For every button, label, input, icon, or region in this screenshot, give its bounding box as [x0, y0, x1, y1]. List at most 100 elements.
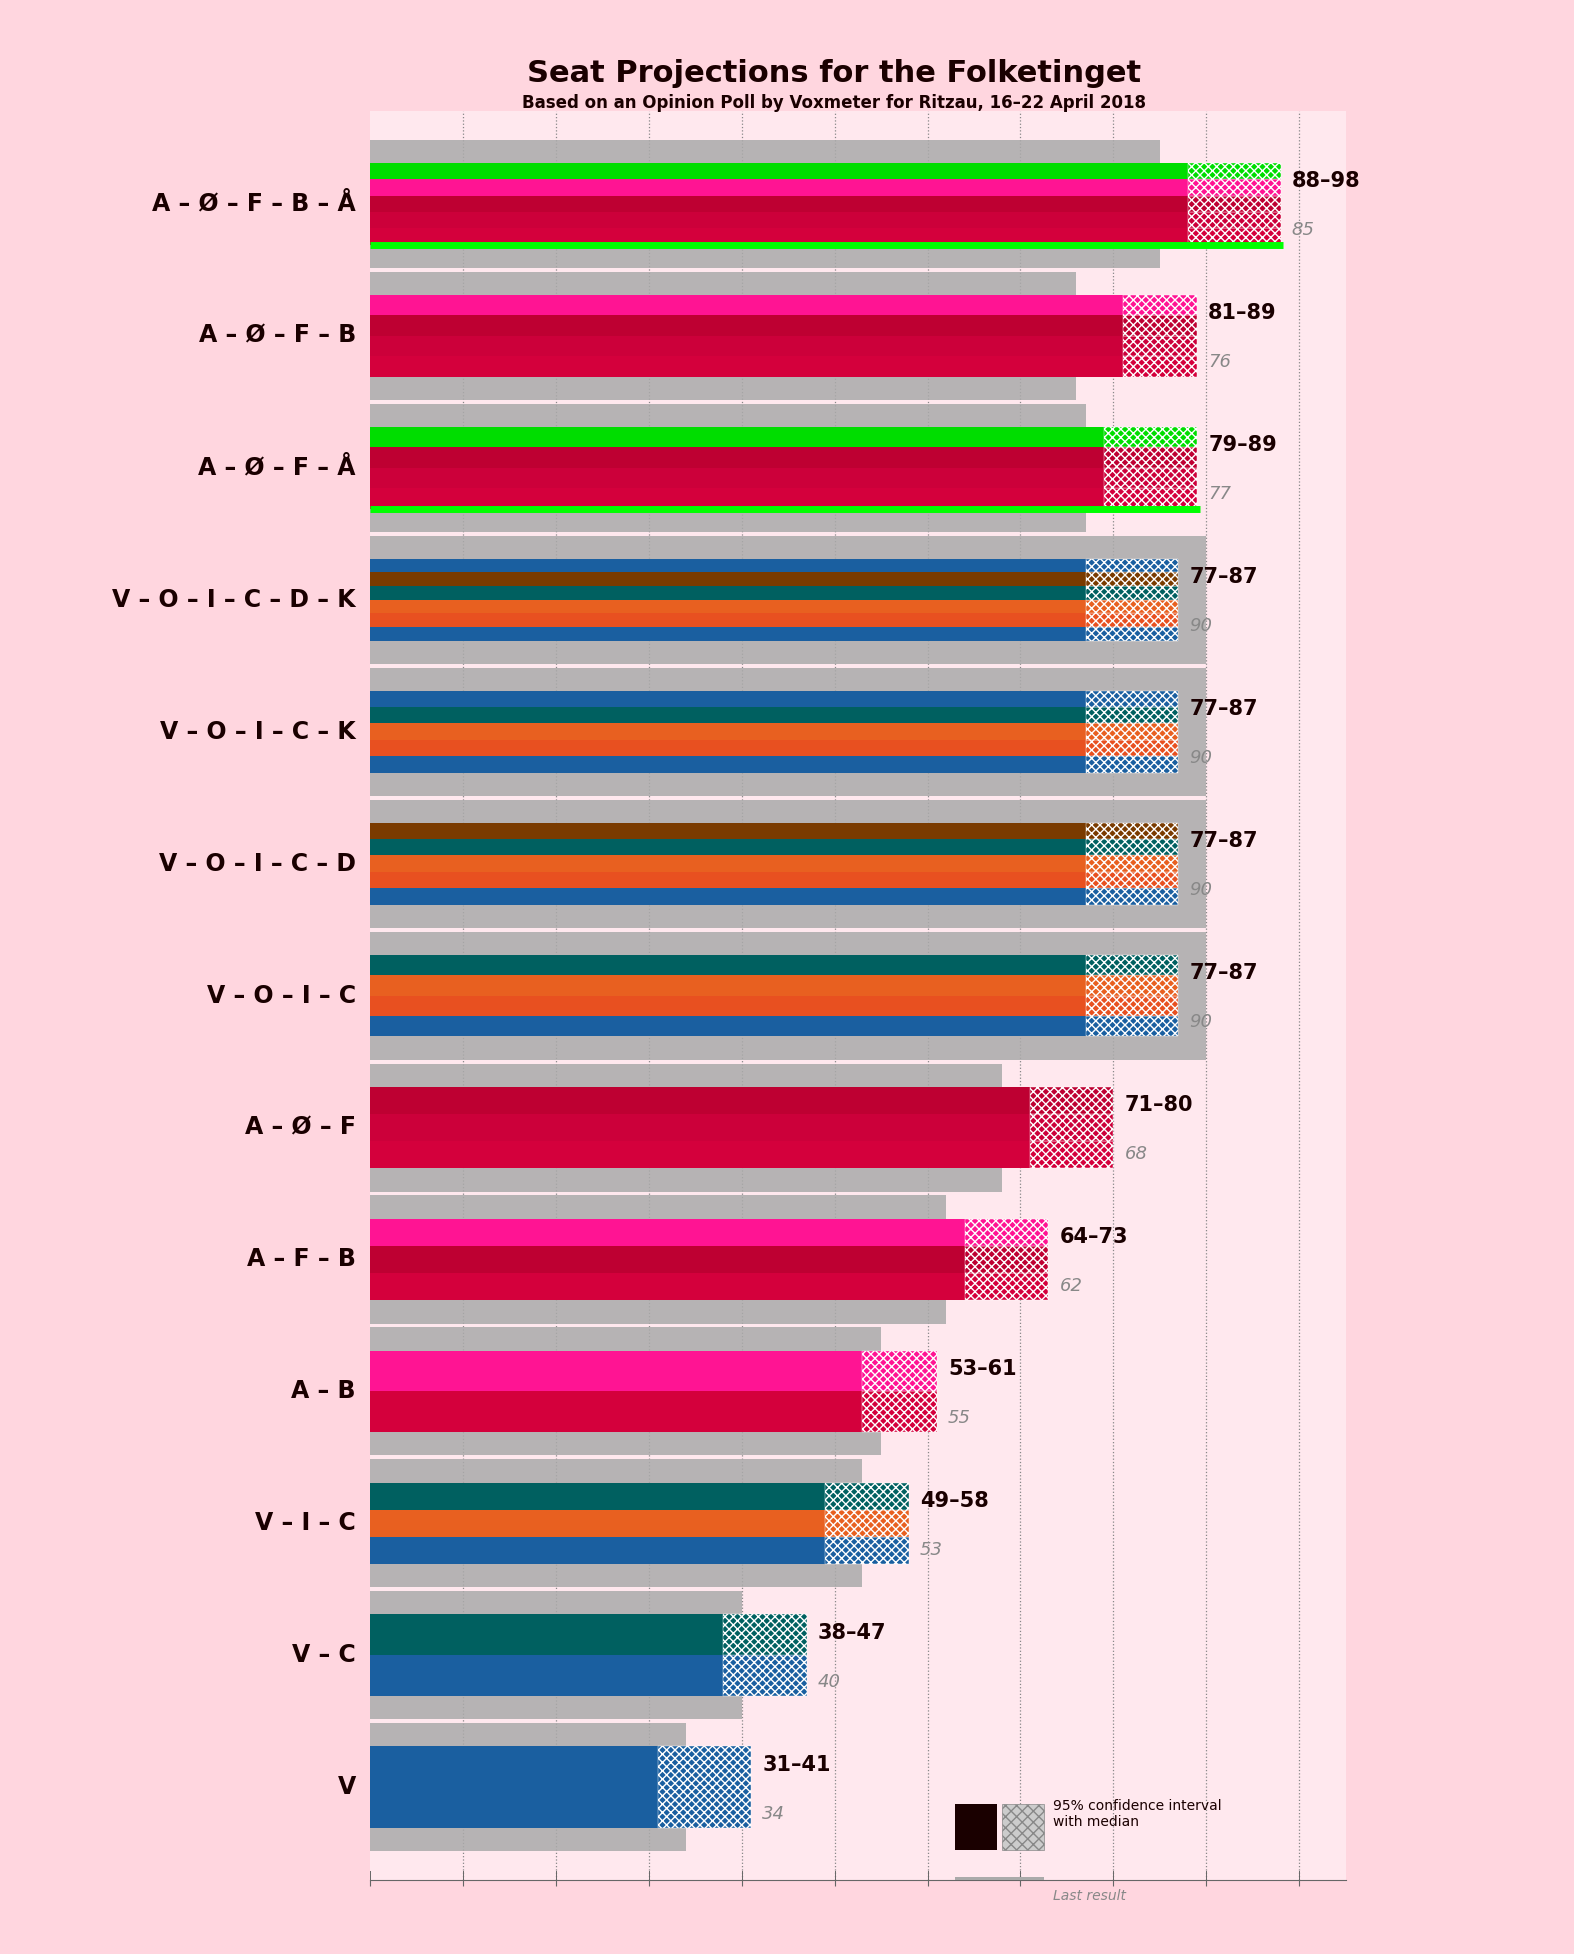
Text: 77–87: 77–87: [1190, 700, 1258, 719]
Bar: [955, 1878, 1044, 1909]
Bar: [370, 295, 1122, 315]
Text: 79–89: 79–89: [1209, 436, 1277, 455]
Bar: [1086, 614, 1179, 627]
Text: 90: 90: [1190, 617, 1212, 635]
Bar: [370, 1016, 1086, 1036]
Bar: [370, 229, 1188, 244]
Text: A – Ø – F – B: A – Ø – F – B: [198, 324, 356, 348]
Bar: [1086, 889, 1179, 905]
Bar: [370, 356, 1122, 377]
Bar: [370, 1723, 686, 1850]
Bar: [1103, 447, 1198, 467]
Bar: [370, 723, 1086, 741]
Bar: [370, 1327, 881, 1456]
Bar: [370, 573, 1086, 586]
Bar: [722, 1614, 807, 1655]
Bar: [370, 1141, 1029, 1168]
Text: 64–73: 64–73: [1059, 1227, 1129, 1247]
Text: 62: 62: [1059, 1276, 1083, 1296]
Bar: [370, 180, 1188, 195]
Bar: [370, 447, 1103, 467]
Bar: [1086, 600, 1179, 614]
Text: 90: 90: [1190, 881, 1212, 899]
Bar: [370, 1510, 825, 1538]
Text: V – O – I – C – D – K: V – O – I – C – D – K: [112, 588, 356, 612]
Bar: [370, 741, 1086, 756]
Text: 77: 77: [1209, 485, 1231, 502]
Bar: [370, 756, 1086, 772]
Bar: [1029, 1114, 1113, 1141]
Bar: [1086, 723, 1179, 741]
Text: 49–58: 49–58: [921, 1491, 988, 1510]
Bar: [1188, 180, 1281, 195]
Bar: [1103, 467, 1198, 488]
Bar: [370, 995, 1086, 1016]
Text: 34: 34: [762, 1805, 785, 1823]
Bar: [370, 559, 1086, 573]
Bar: [722, 1655, 807, 1696]
Text: 71–80: 71–80: [1124, 1094, 1193, 1116]
Bar: [370, 141, 1160, 268]
Bar: [370, 889, 1086, 905]
Bar: [370, 856, 1086, 871]
Bar: [1003, 1804, 1044, 1850]
Bar: [370, 799, 1206, 928]
Bar: [1086, 559, 1179, 573]
Text: A – Ø – F – Å: A – Ø – F – Å: [198, 455, 356, 479]
Text: A – B: A – B: [291, 1380, 356, 1403]
Bar: [370, 1086, 1029, 1114]
Bar: [370, 1114, 1029, 1141]
Bar: [370, 1460, 863, 1587]
Bar: [1188, 229, 1281, 244]
Bar: [965, 1274, 1048, 1301]
Bar: [370, 426, 1103, 447]
Text: 85: 85: [1292, 221, 1314, 238]
Bar: [370, 1219, 965, 1247]
Bar: [965, 1219, 1048, 1247]
Bar: [1122, 356, 1198, 377]
Bar: [1086, 690, 1179, 707]
Bar: [370, 1655, 722, 1696]
Text: Based on an Opinion Poll by Voxmeter for Ritzau, 16–22 April 2018: Based on an Opinion Poll by Voxmeter for…: [523, 94, 1146, 111]
Text: V – C: V – C: [293, 1643, 356, 1667]
Bar: [1122, 315, 1198, 336]
Text: 90: 90: [1190, 748, 1212, 768]
Bar: [370, 1614, 722, 1655]
Bar: [955, 1804, 998, 1850]
Bar: [370, 467, 1103, 488]
Text: 90: 90: [1190, 1012, 1212, 1032]
Bar: [370, 1591, 741, 1720]
Bar: [1122, 295, 1198, 315]
Text: 40: 40: [818, 1673, 841, 1690]
Bar: [965, 1247, 1048, 1274]
Bar: [370, 162, 1188, 180]
Text: 77–87: 77–87: [1190, 963, 1258, 983]
Bar: [370, 586, 1086, 600]
Bar: [1086, 1016, 1179, 1036]
Bar: [1086, 627, 1179, 641]
Bar: [1086, 956, 1179, 975]
Bar: [370, 1538, 825, 1565]
Text: 31–41: 31–41: [762, 1755, 831, 1774]
Text: 53–61: 53–61: [948, 1360, 1017, 1380]
Bar: [370, 1747, 658, 1829]
Text: 88–98: 88–98: [1292, 172, 1360, 191]
Bar: [370, 1350, 863, 1391]
Text: 68: 68: [1124, 1145, 1147, 1163]
Bar: [370, 838, 1086, 856]
Text: A – Ø – F – B – Å: A – Ø – F – B – Å: [153, 191, 356, 215]
Bar: [370, 975, 1086, 995]
Bar: [863, 1350, 937, 1391]
Text: V – O – I – C – D: V – O – I – C – D: [159, 852, 356, 875]
Bar: [1188, 195, 1281, 211]
Bar: [370, 1274, 965, 1301]
Bar: [1086, 838, 1179, 856]
Bar: [370, 614, 1086, 627]
Bar: [370, 1391, 863, 1432]
Bar: [370, 956, 1086, 975]
Text: 53: 53: [921, 1542, 943, 1559]
Text: Last result: Last result: [1053, 1890, 1125, 1903]
Bar: [658, 1747, 751, 1829]
Bar: [1122, 336, 1198, 356]
Bar: [1086, 823, 1179, 838]
